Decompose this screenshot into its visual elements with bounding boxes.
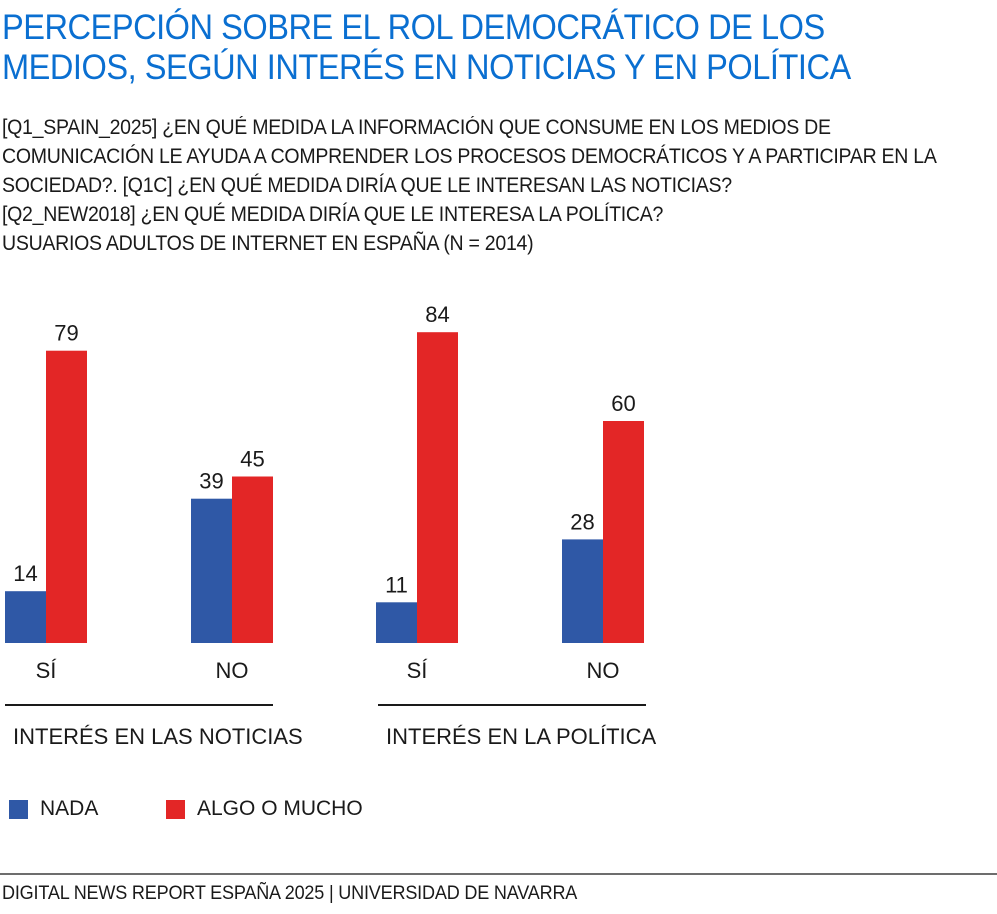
data-label-algo-o-mucho-2: 45 xyxy=(240,447,264,472)
bar-nada-3 xyxy=(376,602,417,643)
category-label-3: SÍ xyxy=(407,658,429,683)
category-label-2: NO xyxy=(216,658,249,683)
subtitle-line-5: USUARIOS ADULTOS DE INTERNET EN ESPAÑA (… xyxy=(2,232,534,255)
footer-divider xyxy=(0,873,997,875)
chart-title: PERCEPCIÓN SOBRE EL ROL DEMOCRÁTICO DE L… xyxy=(2,8,923,88)
bar-algo-o-mucho-3 xyxy=(417,332,458,643)
data-label-algo-o-mucho-3: 84 xyxy=(425,302,449,327)
chart-title-line-1: PERCEPCIÓN SOBRE EL ROL DEMOCRÁTICO DE L… xyxy=(2,8,825,47)
legend-item-algo-o-mucho: ALGO O MUCHO xyxy=(166,797,363,821)
chart-title-line-2: MEDIOS, SEGÚN INTERÉS EN NOTICIAS Y EN P… xyxy=(2,48,851,87)
legend-label-algo-o-mucho: ALGO O MUCHO xyxy=(197,797,363,820)
bar-algo-o-mucho-2 xyxy=(232,476,273,643)
bar-algo-o-mucho-1 xyxy=(46,350,87,643)
legend-swatch-algo-o-mucho xyxy=(166,799,185,819)
bar-chart: 14 39 11 28 79 45 84 60 SÍ NO SÍ NO INTERÉS EN LAS N… xyxy=(5,302,657,749)
data-label-nada-2: 39 xyxy=(199,469,223,494)
group-label-2: INTERÉS EN LA POLÍTICA xyxy=(386,724,657,749)
subtitle-line-1: [Q1_SPAIN_2025] ¿EN QUÉ MEDIDA LA INFORM… xyxy=(2,116,831,139)
data-label-nada-4: 28 xyxy=(570,509,594,534)
chart-subtitle: [Q1_SPAIN_2025] ¿EN QUÉ MEDIDA LA INFORM… xyxy=(2,113,979,258)
data-label-algo-o-mucho-1: 79 xyxy=(54,321,78,346)
legend-item-nada: NADA xyxy=(9,797,98,821)
data-label-algo-o-mucho-4: 60 xyxy=(611,391,635,416)
legend-swatch-nada xyxy=(9,799,28,819)
bar-algo-o-mucho-4 xyxy=(603,421,644,643)
bar-nada-1 xyxy=(5,591,46,643)
subtitle-line-2: COMUNICACIÓN LE AYUDA A COMPRENDER LOS P… xyxy=(2,145,937,168)
subtitle-line-3: SOCIEDAD?. [Q1C] ¿EN QUÉ MEDIDA DIRÍA QU… xyxy=(2,174,732,197)
category-label-4: NO xyxy=(587,658,620,683)
data-label-nada-3: 11 xyxy=(385,572,408,597)
category-label-1: SÍ xyxy=(36,658,58,683)
legend-label-nada: NADA xyxy=(40,797,99,820)
footer-source: DIGITAL NEWS REPORT ESPAÑA 2025 | UNIVER… xyxy=(2,883,578,904)
data-label-nada-1: 14 xyxy=(13,561,37,586)
bar-nada-2 xyxy=(191,498,232,643)
subtitle-line-4: [Q2_NEW2018] ¿EN QUÉ MEDIDA DIRÍA QUE LE… xyxy=(2,203,664,226)
group-label-1: INTERÉS EN LAS NOTICIAS xyxy=(13,724,303,749)
bar-nada-4 xyxy=(562,539,603,643)
